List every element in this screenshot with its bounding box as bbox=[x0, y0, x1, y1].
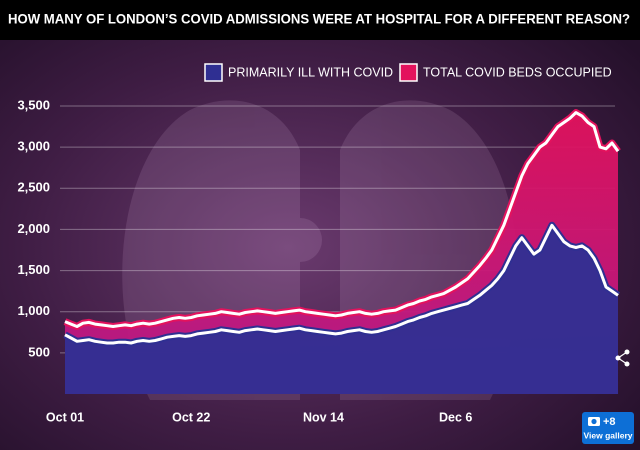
share-icon bbox=[615, 349, 630, 367]
gallery-label: View gallery bbox=[584, 430, 633, 440]
title-bar bbox=[0, 0, 640, 40]
y-tick-label: 1,500 bbox=[17, 262, 50, 277]
y-tick-label: 1,000 bbox=[17, 303, 50, 318]
x-tick-label: Nov 14 bbox=[303, 410, 344, 424]
y-tick-label: 3,000 bbox=[17, 139, 50, 154]
legend-swatch bbox=[399, 63, 418, 82]
plot-area: 500 1,000 1,500 2,000 2,500 3,000 3,500 Oct 01 O… bbox=[17, 97, 621, 424]
y-tick-label: 2,500 bbox=[17, 180, 50, 195]
x-tick-label: Oct 22 bbox=[172, 410, 210, 424]
chart-title: HOW MANY OF LONDON’S COVID ADMISSIONS WE… bbox=[8, 12, 630, 27]
line bbox=[64, 223, 619, 345]
y-tick-label: 500 bbox=[28, 344, 50, 359]
legend: PRIMARILY ILL WITH COVID TOTAL COVID BEDS… bbox=[204, 63, 612, 82]
area-fill bbox=[65, 225, 619, 394]
gallery-count: +8 bbox=[603, 416, 616, 428]
legend-label: PRIMARILY ILL WITH COVID bbox=[228, 65, 393, 79]
gallery-button[interactable]: +8 View gallery bbox=[582, 412, 634, 444]
legend-label: TOTAL COVID BEDS OCCUPIED bbox=[423, 65, 612, 79]
x-tick-label: Dec 6 bbox=[439, 410, 472, 424]
x-tick-label: Oct 01 bbox=[46, 410, 84, 424]
legend-swatch bbox=[204, 63, 223, 82]
line bbox=[64, 111, 620, 328]
y-tick-label: 2,000 bbox=[17, 221, 50, 236]
camera-lens bbox=[591, 418, 597, 425]
y-tick-label: 3,500 bbox=[17, 97, 50, 112]
